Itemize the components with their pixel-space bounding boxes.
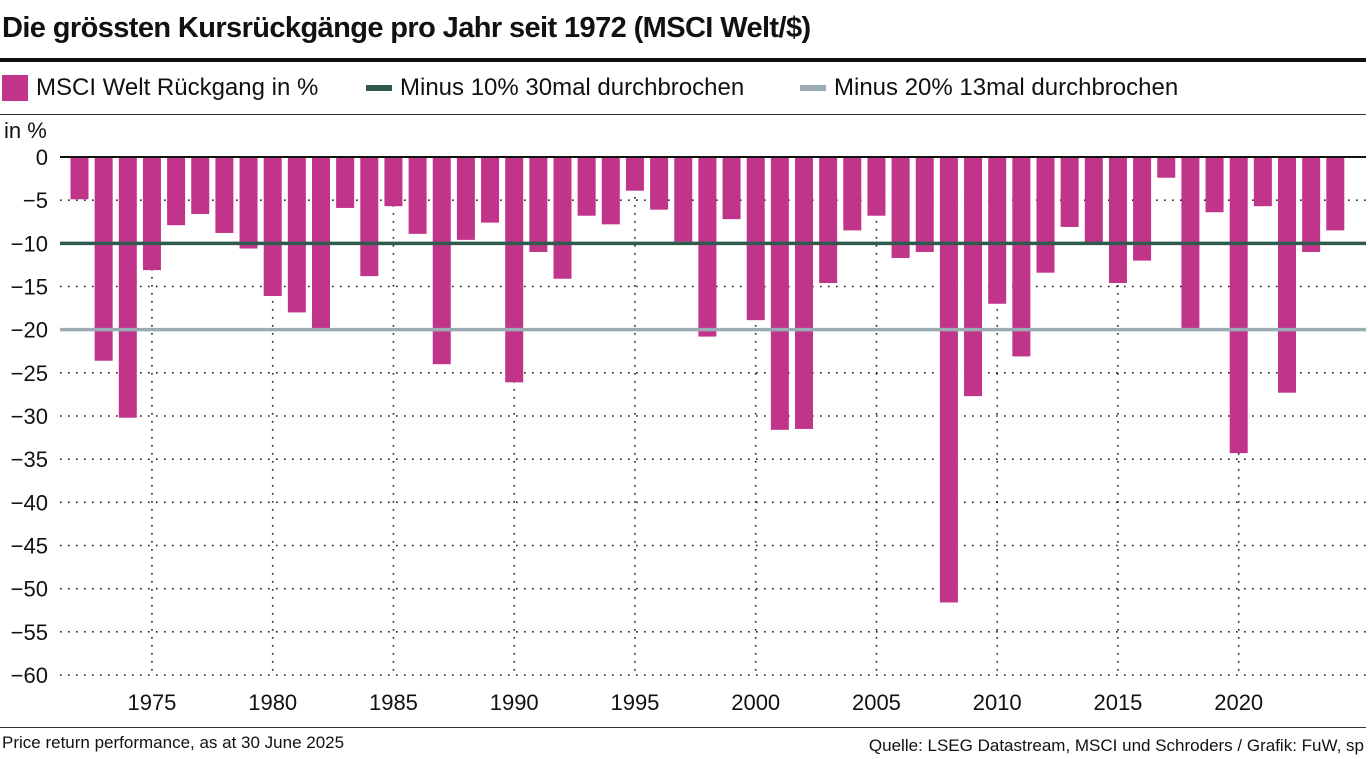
- bar: [505, 157, 524, 383]
- legend-label-bars: MSCI Welt Rückgang in %: [36, 74, 319, 101]
- bar: [795, 157, 813, 429]
- bar: [1084, 157, 1103, 243]
- bar: [625, 157, 644, 191]
- y-tick-label: −20: [11, 318, 48, 343]
- bar: [674, 157, 693, 242]
- y-tick-label: −60: [11, 663, 48, 688]
- x-tick-label: 2000: [731, 690, 780, 715]
- x-tick-label: 2015: [1093, 690, 1142, 715]
- bar: [239, 157, 258, 249]
- bar: [1253, 157, 1272, 207]
- bars: [70, 157, 1345, 603]
- y-tick-label: −10: [11, 231, 48, 256]
- bar: [819, 157, 838, 284]
- bar: [746, 157, 765, 321]
- reference-lines: [60, 241, 1366, 332]
- bar: [287, 157, 306, 313]
- y-tick-label: −45: [11, 534, 48, 559]
- bar: [336, 157, 355, 208]
- bar: [601, 157, 620, 225]
- x-tick-label: 2010: [973, 690, 1022, 715]
- bar: [964, 157, 983, 397]
- bar: [142, 157, 161, 271]
- chart-legend: MSCI Welt Rückgang in % Minus 10% 30mal …: [0, 70, 1368, 106]
- bar: [843, 157, 862, 231]
- bar: [384, 157, 403, 207]
- y-axis-unit: in %: [4, 118, 47, 143]
- y-tick-label: −35: [11, 447, 48, 472]
- legend-item-minus-20: Minus 20% 13mal durchbrochen: [800, 70, 1178, 106]
- legend-swatch-minus-10: [366, 85, 392, 91]
- bar: [408, 157, 427, 234]
- bar: [1157, 157, 1176, 178]
- bar: [432, 157, 451, 365]
- legend-item-minus-10: Minus 10% 30mal durchbrochen: [366, 70, 744, 106]
- x-tick-label: 1995: [610, 690, 659, 715]
- x-tick-label: 1990: [490, 690, 539, 715]
- axes: 0 −5 −10 −15 −20 −25 −30 −35 −40 −45 −50 −55 −60 1975…: [11, 145, 1366, 715]
- y-tick-label: −55: [11, 620, 48, 645]
- bar: [1012, 157, 1031, 357]
- legend-label-minus-20: Minus 20% 13mal durchbrochen: [834, 74, 1179, 101]
- y-tick-label: −40: [11, 490, 48, 515]
- x-tick-label: 1980: [248, 690, 297, 715]
- bar: [1108, 157, 1127, 284]
- bar: [456, 157, 475, 240]
- legend-label-minus-10: Minus 10% 30mal durchbrochen: [400, 74, 745, 101]
- bar: [939, 157, 958, 603]
- bar: [553, 157, 572, 279]
- bar: [650, 157, 669, 210]
- y-tick-label: −25: [11, 361, 48, 386]
- y-tick-label: 0: [36, 145, 48, 170]
- bar: [167, 157, 186, 226]
- footer-rule: [0, 727, 1366, 728]
- bar: [988, 157, 1007, 304]
- y-tick-label: −30: [11, 404, 48, 429]
- bar: [263, 157, 282, 296]
- bar: [722, 157, 741, 220]
- bar: [770, 157, 789, 430]
- bar: [1229, 157, 1248, 454]
- x-tick-label: 1975: [127, 690, 176, 715]
- x-tick-label: 2005: [852, 690, 901, 715]
- y-tick-label: −15: [11, 275, 48, 300]
- bar: [94, 157, 113, 361]
- bar: [1133, 157, 1152, 261]
- y-tick-label: −50: [11, 577, 48, 602]
- bar: [915, 157, 934, 252]
- bar: [1326, 157, 1345, 231]
- footnote: Price return performance, as at 30 June …: [2, 733, 345, 752]
- bar-chart: in % 0 −5 −10 −15 −20 −25 −30 −35 −40 −45 −50 −55 −6…: [4, 118, 1366, 715]
- bar: [70, 157, 89, 200]
- y-tick-label: −5: [23, 188, 48, 213]
- bar: [577, 157, 596, 216]
- x-tick-label: 2020: [1214, 690, 1263, 715]
- bar: [529, 157, 548, 252]
- bar: [481, 157, 500, 223]
- bar: [1060, 157, 1079, 227]
- bar: [867, 157, 886, 216]
- bar: [191, 157, 210, 214]
- bar: [1036, 157, 1055, 273]
- bar: [891, 157, 910, 259]
- legend-rule: [0, 114, 1366, 115]
- bar: [118, 157, 137, 418]
- x-tick-label: 1985: [369, 690, 418, 715]
- bar: [698, 157, 717, 337]
- bar: [360, 157, 379, 277]
- bar: [1278, 157, 1296, 393]
- legend-item-bars: MSCI Welt Rückgang in %: [2, 70, 318, 106]
- legend-swatch-bars: [2, 75, 28, 101]
- title-rule: [0, 58, 1366, 62]
- bar: [215, 157, 234, 233]
- bar: [1205, 157, 1224, 213]
- bar: [1302, 157, 1321, 252]
- legend-swatch-minus-20: [800, 85, 826, 91]
- chart-title: Die grössten Kursrückgänge pro Jahr seit…: [2, 12, 811, 44]
- source-credit: Quelle: LSEG Datastream, MSCI und Schrod…: [868, 736, 1364, 755]
